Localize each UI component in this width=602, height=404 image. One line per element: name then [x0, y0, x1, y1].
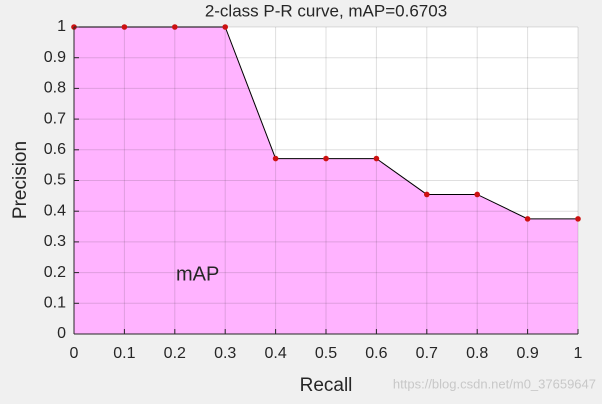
x-tick-label: 0 [70, 345, 79, 362]
point [373, 155, 380, 162]
x-tick-label: 0.7 [416, 345, 438, 362]
y-tick-label: 0.7 [44, 110, 66, 127]
point [575, 216, 581, 222]
y-tick-label: 0.9 [44, 49, 66, 66]
x-tick-label: 0.9 [516, 345, 538, 362]
x-tick-label: 0.4 [264, 345, 286, 362]
y-tick-label: 0.1 [44, 295, 66, 312]
point [121, 24, 128, 30]
watermark: https://blog.csdn.net/m0_37659647 [393, 376, 596, 391]
y-axis-label: Precision [10, 141, 31, 219]
chart-title: 2-class P-R curve, mAP=0.6703 [205, 1, 447, 20]
point [474, 191, 481, 198]
x-tick-label: 0.2 [164, 345, 186, 362]
y-tick-label: 0.5 [44, 172, 66, 189]
y-tick-label: 0.8 [44, 80, 66, 97]
y-tick-label: 0.6 [44, 141, 66, 158]
x-tick-label: 0.6 [365, 345, 387, 362]
x-tick-label: 1 [574, 345, 583, 362]
y-tick-label: 0.2 [44, 264, 66, 281]
point [222, 24, 228, 30]
x-tick-label: 0.1 [113, 345, 135, 362]
x-tick-label: 0.8 [466, 345, 488, 362]
x-tick-label: 0.5 [315, 345, 337, 362]
y-tick-label: 1 [57, 18, 66, 35]
annotation: mAP [176, 263, 219, 285]
y-tick-label: 0.3 [44, 233, 66, 250]
x-tick-label: 0.3 [214, 345, 236, 362]
y-tick-label: 0 [57, 325, 66, 342]
point [272, 155, 279, 162]
y-tick-label: 0.4 [44, 202, 66, 219]
point [424, 191, 430, 198]
area-fill [74, 27, 578, 334]
point [172, 24, 178, 30]
point [323, 155, 329, 162]
point [524, 216, 531, 222]
x-axis-label: Recall [300, 375, 353, 396]
